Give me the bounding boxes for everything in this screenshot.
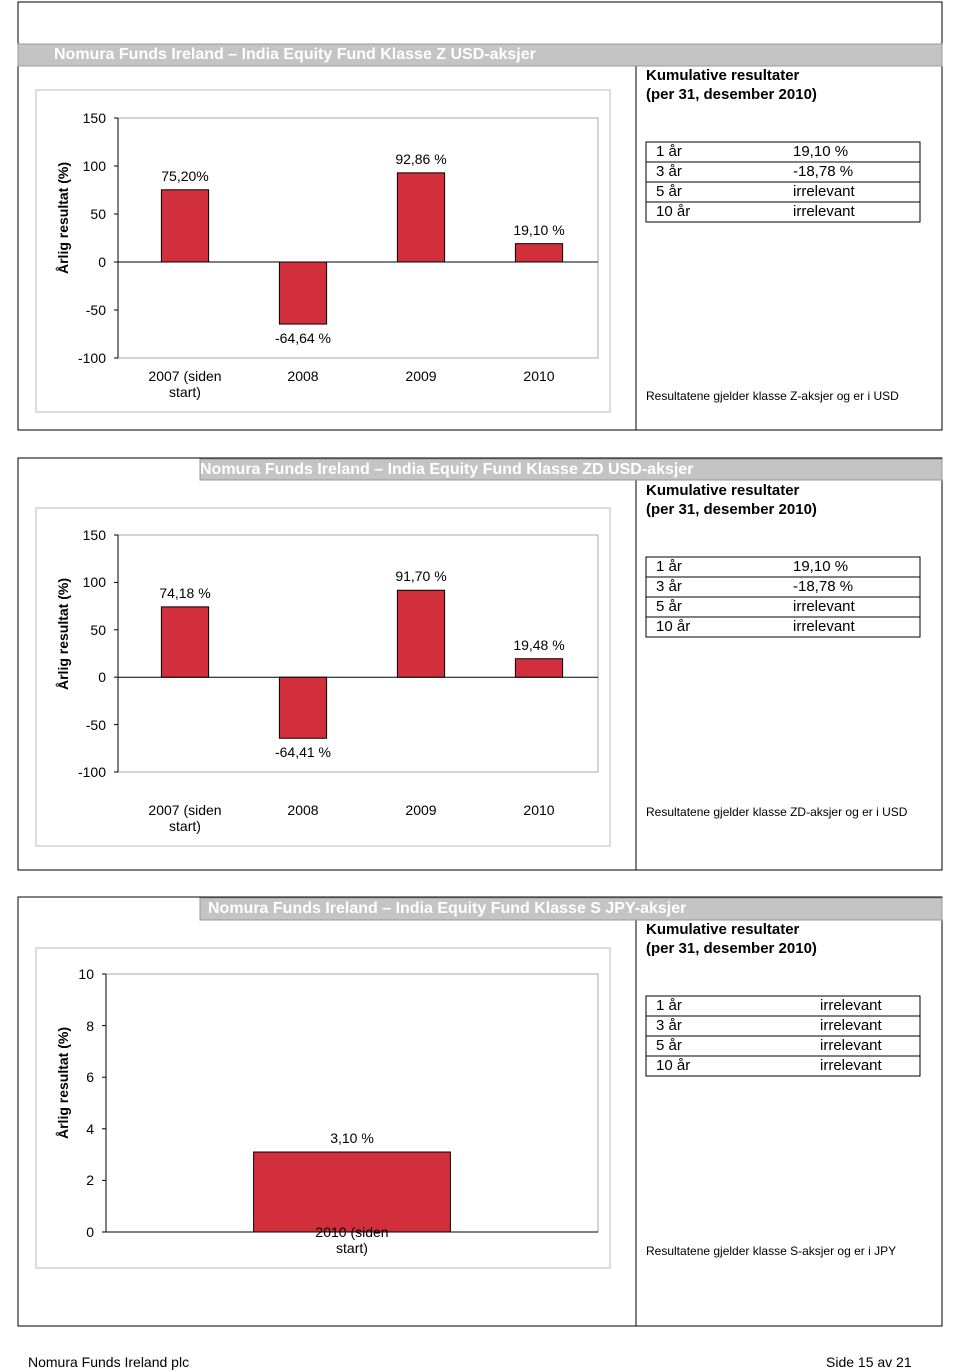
bar: [514, 658, 564, 678]
table-cell: 5 år: [656, 598, 682, 615]
table-heading: Kumulative resultater: [646, 921, 800, 938]
y-tick-label: 6: [86, 1069, 94, 1086]
y-tick-label: 150: [82, 527, 106, 543]
value-label: 92,86 %: [395, 150, 447, 167]
value-label: 19,48 %: [513, 636, 565, 653]
table-cell: irrelevant: [820, 997, 882, 1014]
section-title: Nomura Funds Ireland – India Equity Fund…: [200, 461, 694, 478]
bar: [278, 676, 328, 739]
title-bar: [199, 897, 943, 921]
table-heading: (per 31, desember 2010): [646, 940, 817, 957]
section-frame: [17, 457, 943, 871]
value-label: 91,70 %: [395, 568, 447, 585]
title-bar: [17, 43, 943, 67]
y-axis-label: Årlig resultat (%): [54, 577, 71, 690]
table-cell: -18,78 %: [793, 578, 854, 595]
table-cell: irrelevant: [793, 618, 855, 635]
value-label: -64,64 %: [274, 330, 332, 347]
table-cell: 1 år: [656, 997, 682, 1014]
x-tick-label: 2009: [405, 368, 437, 384]
x-tick-label: 2010: [523, 368, 555, 384]
section-title: Nomura Funds Ireland – India Equity Fund…: [208, 900, 687, 917]
y-tick-label: 0: [98, 254, 106, 270]
y-tick-label: 2: [86, 1172, 94, 1189]
bar: [514, 243, 564, 263]
table-heading: Kumulative resultater: [646, 482, 800, 499]
value-label: 19,10 %: [513, 221, 565, 238]
y-tick-label: 150: [82, 110, 106, 126]
y-tick-label: -50: [85, 716, 106, 733]
table-cell: 10 år: [656, 618, 691, 635]
table-cell: irrelevant: [793, 203, 855, 220]
x-tick-label: 2010 (siden start): [315, 1224, 389, 1257]
y-tick-label: 50: [90, 621, 106, 638]
table-cell: irrelevant: [793, 598, 855, 615]
y-tick-label: 100: [82, 574, 106, 591]
y-tick-label: -100: [77, 764, 106, 780]
table-cell: 3 år: [656, 163, 682, 180]
y-tick-label: 0: [86, 1224, 94, 1240]
y-tick-label: 8: [86, 1017, 94, 1034]
bar: [396, 589, 446, 678]
value-label: 3,10 %: [330, 1130, 374, 1147]
table-cell: irrelevant: [820, 1017, 882, 1034]
y-axis-label: Årlig resultat (%): [54, 1026, 71, 1140]
x-tick-label: 2009: [405, 802, 437, 818]
value-label: -64,41 %: [274, 744, 332, 761]
value-label: 74,18 %: [159, 584, 211, 601]
table-cell: 1 år: [656, 558, 682, 575]
y-tick-label: 50: [90, 206, 106, 222]
x-tick-label: 2007 (siden start): [148, 368, 222, 401]
table-cell: 3 år: [656, 1017, 682, 1034]
table-cell: irrelevant: [820, 1037, 882, 1054]
y-tick-label: -100: [77, 350, 106, 366]
table-heading: Kumulative resultater: [646, 67, 800, 84]
table-cell: irrelevant: [793, 183, 855, 200]
bar: [253, 1151, 451, 1233]
table-cell: 10 år: [656, 203, 691, 220]
y-tick-label: 4: [86, 1120, 94, 1137]
table-heading: (per 31, desember 2010): [646, 501, 817, 518]
section-frame: [17, 1, 943, 431]
bar: [396, 172, 446, 263]
bar: [278, 261, 328, 325]
x-tick-label: 2008: [287, 802, 319, 818]
note: Resultatene gjelder klasse S-aksjer og e…: [646, 1244, 897, 1258]
table-cell: -18,78 %: [793, 163, 854, 180]
note: Resultatene gjelder klasse Z-aksjer og e…: [646, 389, 899, 403]
table-cell: 19,10 %: [793, 143, 849, 160]
section-title: Nomura Funds Ireland – India Equity Fund…: [54, 46, 536, 63]
note: Resultatene gjelder klasse ZD-aksjer og …: [646, 805, 908, 819]
footer-left: Nomura Funds Ireland plc: [28, 1354, 190, 1370]
title-bar: [199, 458, 943, 481]
table-heading: (per 31, desember 2010): [646, 86, 817, 103]
table-cell: 1 år: [656, 143, 682, 160]
table-cell: 3 år: [656, 578, 682, 595]
x-tick-label: 2010: [523, 802, 555, 818]
y-tick-label: 100: [82, 158, 106, 174]
y-axis-label: Årlig resultat (%): [54, 161, 71, 275]
value-label: 75,20%: [161, 167, 209, 184]
table-cell: 5 år: [656, 183, 682, 200]
y-tick-label: 10: [78, 966, 94, 982]
footer-right: Side 15 av 21: [826, 1354, 912, 1370]
bar: [160, 606, 210, 678]
x-tick-label: 2007 (siden start): [148, 802, 222, 835]
x-tick-label: 2008: [287, 368, 319, 384]
y-tick-label: 0: [98, 669, 106, 686]
table-cell: 10 år: [656, 1057, 691, 1074]
y-tick-label: -50: [85, 302, 106, 318]
bar: [160, 189, 210, 263]
table-cell: irrelevant: [820, 1057, 882, 1074]
table-cell: 19,10 %: [793, 558, 849, 575]
table-cell: 5 år: [656, 1037, 682, 1054]
